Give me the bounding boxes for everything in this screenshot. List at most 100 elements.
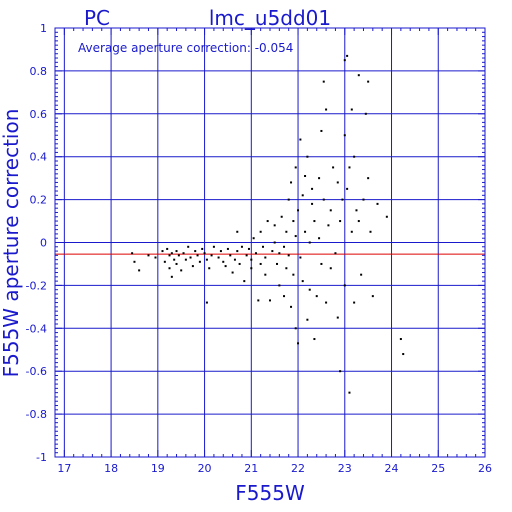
data-point [325,301,328,304]
data-point [278,284,281,287]
data-point [301,280,304,283]
data-point [278,252,281,255]
data-point [161,250,164,253]
y-tick-label: 0.6 [30,108,48,121]
data-point [250,267,253,270]
data-point [208,267,211,270]
data-point [336,316,339,319]
y-tick-label: 0.4 [30,151,48,164]
x-tick-label: 26 [478,462,492,475]
data-point [154,256,157,259]
data-point [313,338,316,341]
y-tick-label: 0.8 [30,65,48,78]
average-annotation: Average aperture correction: -0.054 [78,41,293,55]
data-point [133,260,136,263]
data-point [346,187,349,190]
data-point [329,209,332,212]
data-point [264,256,267,259]
data-point [360,273,363,276]
data-point [273,241,276,244]
data-point [353,301,356,304]
data-point [297,342,300,345]
data-point [224,265,227,268]
data-point [308,288,311,291]
data-point [306,318,309,321]
data-point [191,265,194,268]
data-point [311,202,314,205]
data-point [201,247,204,250]
data-point [290,305,293,308]
x-tick-label: 21 [244,462,258,475]
y-tick-label: -0.8 [26,408,47,421]
data-point [264,273,267,276]
data-point [219,250,222,253]
data-point [343,284,346,287]
data-point [306,155,309,158]
data-point [346,54,349,57]
data-point [203,252,206,255]
y-tick-labels: 1 0.8 0.6 0.4 0.2 0 -0.2 -0.4 -0.6 -0.8 -1 [26,22,47,464]
axis-ticks [55,27,486,458]
data-point [353,155,356,158]
data-point [252,237,255,240]
data-point [350,108,353,111]
x-tick-label: 23 [338,462,352,475]
data-point [166,247,169,250]
data-point [315,295,318,298]
data-point [243,280,246,283]
x-tick-label: 25 [431,462,445,475]
data-point [292,273,295,276]
data-point [205,258,208,261]
data-point [294,235,297,238]
data-point [297,209,300,212]
data-point [308,241,311,244]
data-point [276,262,279,265]
data-point [280,215,283,218]
data-point [233,258,236,261]
data-point [236,230,239,233]
data-point [196,254,199,257]
y-tick-label: -1 [36,451,47,464]
data-point [318,177,321,180]
data-point [348,391,351,394]
data-point [364,112,367,115]
data-point [285,267,288,270]
data-point [177,254,180,257]
data-point [376,202,379,205]
data-point [259,262,262,265]
data-point [205,301,208,304]
data-point [357,220,360,223]
y-tick-label: -0.4 [26,322,47,335]
data-point [147,254,150,257]
data-point [170,252,173,255]
data-point [210,254,213,257]
data-point [369,230,372,233]
data-point [226,247,229,250]
data-point [320,129,323,132]
data-point [283,245,286,248]
data-point [257,299,260,302]
data-point [357,74,360,77]
data-point [212,245,215,248]
data-point [339,220,342,223]
data-point [194,250,197,253]
data-point [399,338,402,341]
data-point [322,198,325,201]
x-tick-labels: 17 18 19 20 21 22 23 24 25 26 [57,462,492,475]
data-point [290,181,293,184]
y-tick-label: 0 [40,237,47,250]
data-point [236,250,239,253]
x-tick-label: 20 [198,462,212,475]
y-tick-label: 0.2 [30,194,48,207]
data-point [187,245,190,248]
data-point [343,134,346,137]
data-point [318,237,321,240]
data-point [184,258,187,261]
data-point [247,247,250,250]
x-axis-title: F555W [235,481,305,505]
data-point [175,250,178,253]
data-point [261,245,264,248]
data-point [254,252,257,255]
data-point [301,194,304,197]
